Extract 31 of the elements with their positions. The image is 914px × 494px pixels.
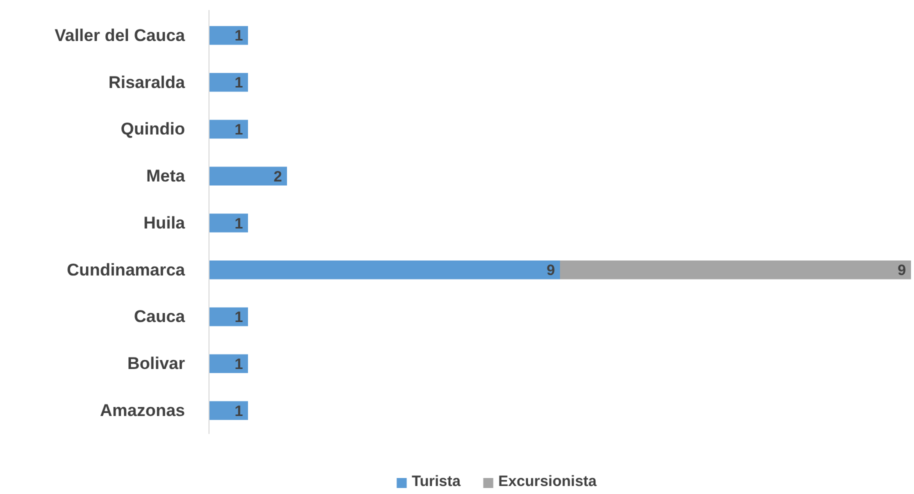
bar [209,260,560,280]
data-label: 9 [898,262,906,280]
data-label: 1 [234,74,243,92]
data-label: 1 [234,309,243,326]
bar [560,260,911,280]
bar [209,354,248,374]
y-tick-label: Quindio [120,120,185,139]
y-tick-label: Bolivar [127,354,186,374]
data-label: 1 [234,28,243,45]
y-tick-label: Huila [143,213,186,232]
y-tick-label: Amazonas [100,400,185,420]
data-label: 1 [234,402,243,420]
bar [209,72,248,92]
data-label: 1 [234,215,243,232]
y-tick-label: Meta [146,166,186,186]
y-tick-label: Valler del Cauca [54,26,186,45]
data-label: 9 [546,262,555,280]
data-label: 1 [234,356,243,373]
legend-label: Turista [412,473,462,490]
y-tick-label: Cundinamarca [66,260,186,280]
data-label: 2 [274,168,282,186]
bar [209,120,248,139]
data-label: 1 [234,121,243,138]
legend-label: Excursionista [498,473,598,490]
bar [209,214,248,232]
y-tick-label: Cauca [134,307,186,326]
bar [209,26,248,45]
y-tick-label: Risaralda [108,72,186,92]
bar [209,166,287,186]
bar [209,307,248,326]
bar [209,401,248,420]
